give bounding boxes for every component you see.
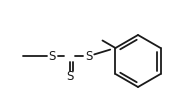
Text: S: S: [48, 50, 56, 63]
Text: S: S: [66, 70, 74, 83]
Text: S: S: [85, 50, 93, 63]
